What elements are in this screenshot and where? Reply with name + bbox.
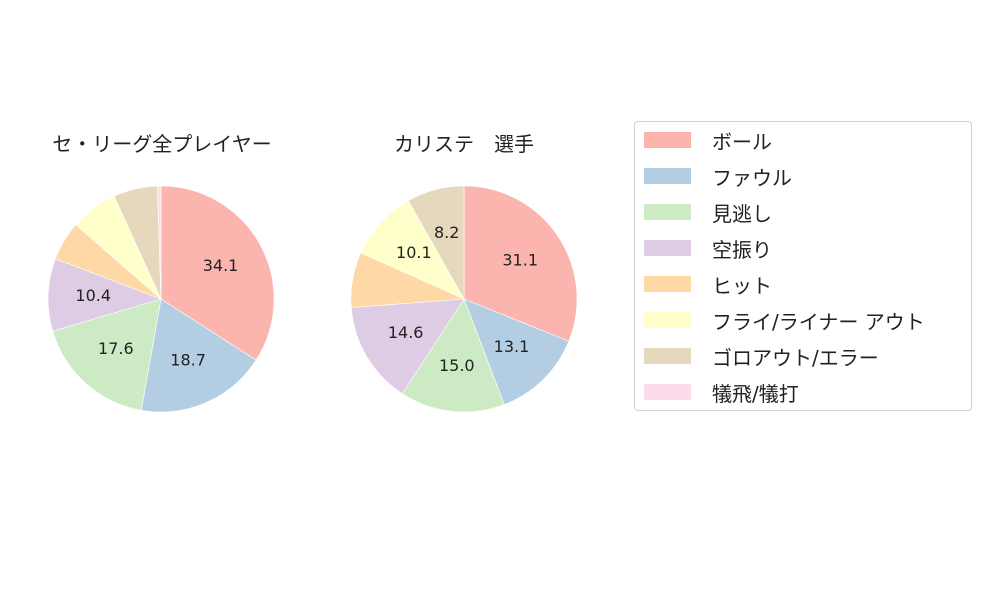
pie-slice — [407, 185, 465, 301]
legend-label: フライ/ライナー アウト — [712, 309, 925, 334]
legend-label: ファウル — [712, 165, 792, 190]
left-pie-chart: 34.1 18.7 17.6 10.4 — [47, 185, 275, 413]
legend-item: ヒット — [644, 273, 772, 298]
legend-swatch — [644, 204, 691, 220]
pie-slice — [463, 298, 570, 405]
legend-swatch — [644, 384, 691, 400]
right-pie-chart: 31.1 13.1 15.0 14.6 10.18.2 — [350, 185, 578, 413]
legend-item: ボール — [644, 129, 772, 154]
legend-label: ヒット — [712, 273, 772, 298]
right-chart-title: カリステ 選手 — [394, 132, 534, 156]
legend-item: 空振り — [644, 237, 772, 262]
legend: ボールファウル見逃し空振りヒットフライ/ライナー アウト ゴロアウト/エラー 犠飛/… — [634, 121, 972, 411]
slice-value-label: 13.1 — [494, 337, 530, 356]
slice-value-label: 15.0 — [439, 356, 475, 375]
slice-value-label: 10.4 — [75, 286, 111, 305]
pie-slice — [52, 298, 162, 411]
legend-label: 空振り — [712, 237, 772, 262]
legend-label: 見逃し — [712, 201, 772, 226]
legend-label: ボール — [712, 129, 772, 154]
pie-slice — [140, 298, 257, 413]
legend-item: フライ/ライナー アウト — [644, 309, 925, 334]
slice-value-label: 14.6 — [388, 323, 424, 342]
pie-slice — [360, 200, 465, 300]
pie-slice — [157, 185, 162, 300]
legend-swatch — [644, 240, 691, 256]
slice-value-label: 8.2 — [434, 223, 459, 242]
legend-swatch — [644, 132, 691, 148]
pie-slice — [401, 298, 505, 413]
legend-label: 犠飛/犠打 — [712, 381, 799, 406]
legend-swatch — [644, 312, 691, 328]
slice-value-label: 18.7 — [170, 351, 206, 370]
pie-slice — [160, 185, 275, 361]
legend-item: 犠飛/犠打 — [644, 381, 799, 406]
slice-value-label: 10.1 — [396, 243, 432, 262]
slice-value-label: 17.6 — [98, 339, 134, 358]
slice-value-label: 34.1 — [203, 256, 239, 275]
legend-item: 見逃し — [644, 201, 772, 226]
legend-swatch — [644, 348, 691, 364]
legend-swatch — [644, 276, 691, 292]
pie-slice — [350, 298, 465, 395]
left-chart-title: セ・リーグ全プレイヤー — [52, 132, 272, 156]
pie-slice — [463, 185, 578, 342]
legend-item: ファウル — [644, 165, 792, 190]
slice-value-label: 31.1 — [502, 251, 538, 270]
legend-label: ゴロアウト/エラー — [712, 345, 879, 370]
legend-item: ゴロアウト/エラー — [644, 345, 879, 370]
legend-swatch — [644, 168, 691, 184]
pie-slice — [47, 258, 162, 332]
